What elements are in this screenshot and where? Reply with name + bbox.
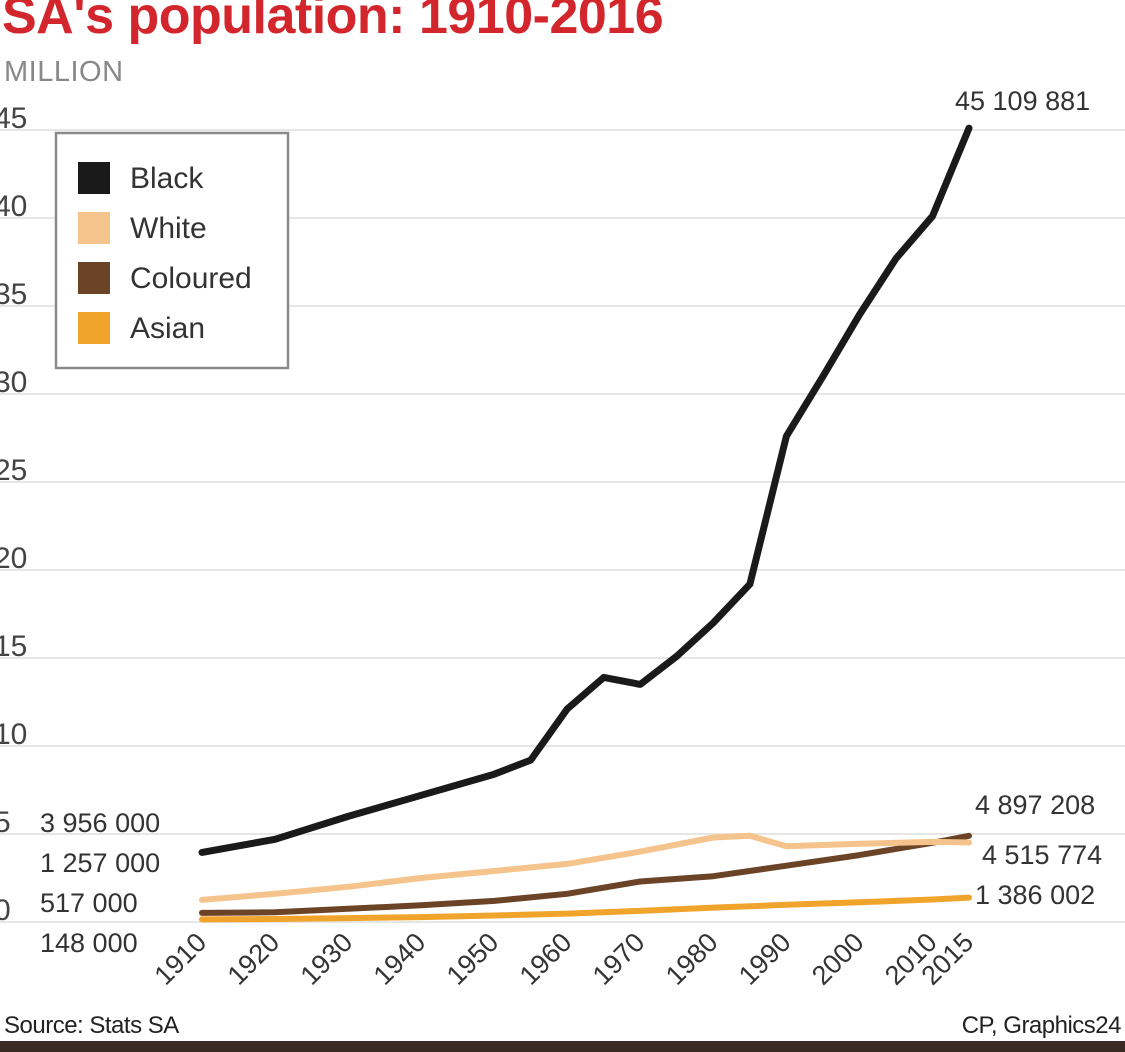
data-labels: 3 956 000 1 257 000 517 000 148 000 45 109 8… bbox=[40, 86, 1102, 958]
y-tick-label: 30 bbox=[0, 366, 27, 399]
y-tick-label: 10 bbox=[0, 718, 27, 751]
x-tick-label: 1950 bbox=[441, 927, 505, 991]
start-value-label-black: 3 956 000 bbox=[40, 808, 160, 838]
x-tick-label: 1990 bbox=[733, 927, 797, 991]
x-tick-label: 2000 bbox=[806, 927, 870, 991]
y-tick-label: 35 bbox=[0, 278, 27, 311]
legend-swatch-white bbox=[78, 212, 110, 244]
legend: Black White Coloured Asian bbox=[54, 131, 290, 370]
y-tick-label: 45 bbox=[0, 102, 27, 135]
legend-label-asian: Asian bbox=[130, 312, 205, 345]
x-tick-label: 1940 bbox=[368, 927, 432, 991]
chart-title: SA's population: 1910-2016 bbox=[2, 0, 664, 45]
legend-swatch-black bbox=[78, 162, 110, 194]
end-value-label-black: 45 109 881 bbox=[955, 86, 1090, 116]
y-axis-unit-label: MILLION bbox=[4, 56, 124, 88]
legend-swatch-coloured bbox=[78, 262, 110, 294]
x-tick-label: 1980 bbox=[660, 927, 724, 991]
y-tick-label: 5 bbox=[0, 806, 11, 839]
end-value-label-coloured: 4 897 208 bbox=[975, 790, 1095, 820]
start-value-label-coloured: 517 000 bbox=[40, 888, 138, 918]
y-tick-label: 40 bbox=[0, 190, 27, 223]
x-axis-ticks: 1910 1920 1930 1940 1950 1960 1970 1980 1990 2000… bbox=[149, 927, 980, 991]
legend-swatch-asian bbox=[78, 312, 110, 344]
series-line-black bbox=[198, 124, 973, 856]
series-line-asian bbox=[199, 894, 972, 923]
y-tick-label: 25 bbox=[0, 454, 27, 487]
graphics-credit: CP, Graphics24 bbox=[961, 1012, 1122, 1039]
x-tick-label: 1910 bbox=[149, 927, 213, 991]
x-tick-label: 1930 bbox=[295, 927, 359, 991]
legend-label-coloured: Coloured bbox=[130, 262, 252, 295]
end-value-label-asian: 1 386 002 bbox=[975, 880, 1095, 910]
legend-label-white: White bbox=[130, 212, 207, 245]
y-tick-label: 0 bbox=[0, 894, 11, 927]
start-value-label-asian: 148 000 bbox=[40, 928, 138, 958]
bottom-border bbox=[0, 1041, 1125, 1052]
start-value-label-white: 1 257 000 bbox=[40, 848, 160, 878]
x-tick-label: 1960 bbox=[514, 927, 578, 991]
x-tick-label: 1920 bbox=[222, 927, 286, 991]
series-line-coloured bbox=[199, 832, 972, 916]
y-axis-ticks: 0 5 10 15 20 25 30 35 40 45 bbox=[0, 102, 27, 927]
x-tick-label: 1970 bbox=[587, 927, 651, 991]
end-value-label-white: 4 515 774 bbox=[982, 840, 1102, 870]
source-note: Source: Stats SA bbox=[4, 1012, 179, 1039]
y-tick-label: 15 bbox=[0, 630, 27, 663]
y-tick-label: 20 bbox=[0, 542, 27, 575]
legend-label-black: Black bbox=[130, 162, 204, 195]
series-lines bbox=[198, 124, 973, 923]
